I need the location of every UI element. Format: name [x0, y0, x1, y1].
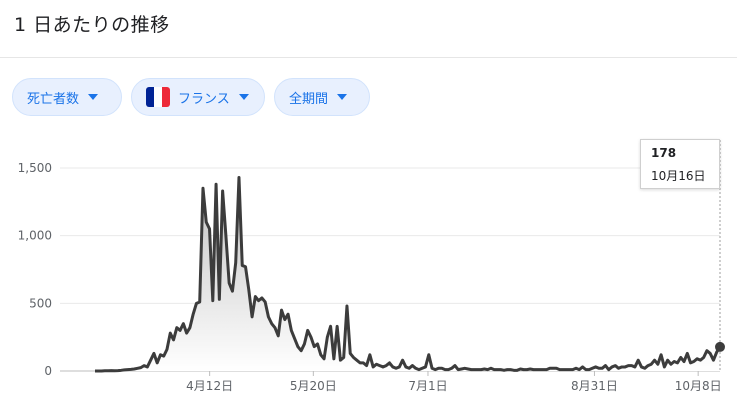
tooltip-value: 178: [651, 146, 677, 160]
y-tick-label: 500: [29, 296, 52, 310]
chevron-down-icon: [88, 94, 99, 100]
chart-grid: [60, 167, 720, 372]
period-selector[interactable]: 全期間: [274, 78, 370, 116]
y-tick-label: 0: [44, 364, 52, 378]
x-tick-label: 4月12日: [186, 379, 233, 393]
chevron-down-icon: [238, 94, 249, 100]
chart-tooltip: 178 10月16日: [640, 139, 720, 189]
series-area: [95, 177, 720, 371]
x-tick-label: 5月20日: [290, 379, 337, 393]
y-axis: 1,500 1,000 500 0: [18, 161, 52, 378]
series-line: [95, 175, 722, 373]
tooltip-date: 10月16日: [651, 169, 706, 183]
x-axis: 4月12日 5月20日 7月1日 8月31日 10月8日: [186, 371, 722, 393]
period-selector-label: 全期間: [289, 91, 329, 107]
x-tick-label: 10月8日: [675, 379, 722, 393]
y-tick-label: 1,000: [18, 229, 52, 243]
daily-deaths-chart: 1,500 1,000 500 0 4月12日 5月20日 7月1日 8月31日 10月8日: [18, 140, 725, 393]
country-selector[interactable]: フランス: [131, 78, 265, 116]
french-flag-icon: [146, 87, 170, 107]
header-divider: [0, 57, 737, 58]
metric-selector-label: 死亡者数: [27, 91, 80, 107]
chevron-down-icon: [337, 94, 348, 100]
country-selector-label: フランス: [178, 91, 230, 107]
hover-point[interactable]: [715, 341, 725, 352]
page-title: 1 日あたりの推移: [14, 14, 170, 36]
x-tick-label: 7月1日: [408, 379, 447, 393]
metric-selector[interactable]: 死亡者数: [12, 78, 122, 116]
y-tick-label: 1,500: [18, 161, 52, 175]
x-tick-label: 8月31日: [571, 379, 618, 393]
